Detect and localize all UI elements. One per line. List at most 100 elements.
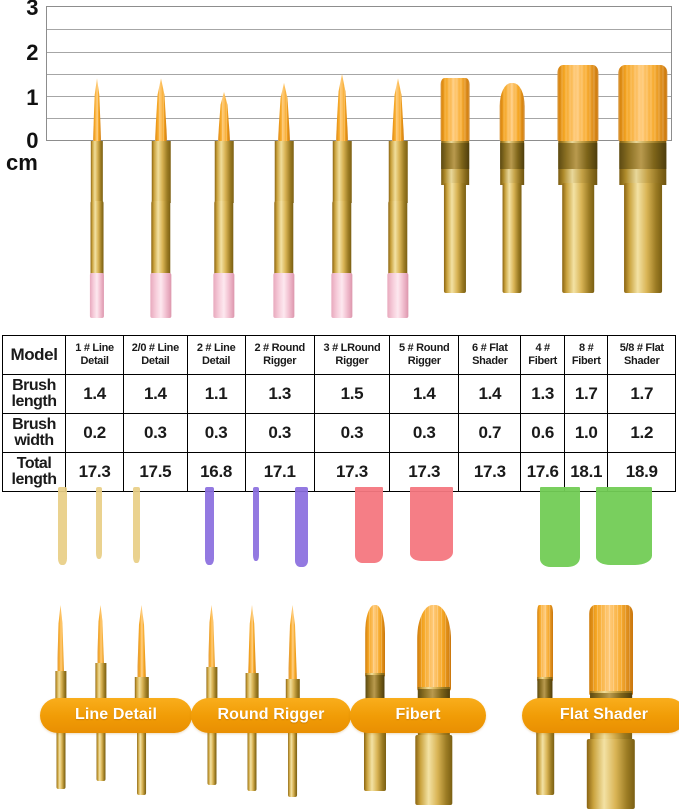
group-brush-handle	[586, 739, 636, 809]
paint-stroke	[133, 487, 140, 563]
bristle-streaks	[365, 605, 385, 677]
cell: 1.5	[313, 374, 391, 414]
group-brush-bristles	[589, 605, 633, 695]
brush-handle-pink	[150, 273, 172, 318]
table-row: Brush length 1.4 1.4 1.1 1.3 1.5 1.4 1.4…	[2, 374, 676, 414]
ruler-axis: 3 2 1 0	[0, 0, 46, 152]
brush-handle-gold	[443, 183, 467, 293]
brush-bristles	[618, 65, 668, 141]
row-label-total-length: Total length	[2, 452, 66, 492]
ruler-tick-3: 3	[26, 0, 38, 20]
brush-handle-pink	[331, 273, 353, 318]
group-brush-handle	[415, 735, 453, 805]
brush-ferrule	[90, 141, 104, 203]
cell: 1.3	[244, 374, 315, 414]
brush-ferrule	[332, 141, 352, 203]
paint-stroke	[295, 487, 308, 567]
paint-stroke	[253, 487, 259, 561]
group-brush-bristles	[417, 605, 451, 691]
group-brush-handle	[536, 725, 554, 795]
cell: 0.3	[186, 413, 246, 453]
brush-ferrule	[500, 141, 524, 185]
group-brush-ferrule	[205, 667, 218, 715]
table-row: Brush width 0.2 0.3 0.3 0.3 0.3 0.3 0.7 …	[2, 413, 676, 453]
cell: 0.2	[64, 413, 125, 453]
cell: 1.2	[607, 413, 676, 453]
bristle-streaks	[417, 605, 451, 691]
brush-handle-gold	[332, 201, 352, 276]
specification-table: Model 1 # Line Detail 2/0 # Line Detail …	[2, 335, 676, 492]
gridline-2_5	[47, 29, 671, 30]
cell: 18.9	[607, 452, 676, 492]
column-header: 3 # LRound Rigger	[313, 335, 391, 375]
bristle-streaks	[499, 82, 525, 141]
group-brush-handle	[287, 727, 298, 797]
cell: 0.6	[520, 413, 565, 453]
paint-stroke	[410, 487, 453, 561]
column-header: 2/0 # Line Detail	[123, 335, 188, 375]
paint-stroke	[96, 487, 102, 559]
brush-type-badge: Round Rigger	[191, 698, 351, 733]
bristle-streaks	[557, 65, 599, 141]
bristle-streaks	[57, 605, 64, 675]
cell: 0.3	[313, 413, 391, 453]
gridline-2_0	[47, 52, 671, 53]
gridline-1_5	[47, 74, 671, 75]
column-header: 6 # Flat Shader	[458, 335, 522, 375]
bristle-streaks	[440, 78, 470, 141]
brush-handle-gold	[562, 183, 594, 293]
cell: 1.3	[520, 374, 565, 414]
ruler-tick-1: 1	[26, 85, 38, 110]
brush-type-badge: Flat Shader	[522, 698, 679, 733]
brush-ferrule	[151, 141, 171, 203]
cell: 1.7	[563, 374, 609, 414]
column-header: 2 # Line Detail	[186, 335, 246, 375]
brush-type-badge: Fibert	[350, 698, 486, 733]
bristle-streaks	[137, 605, 146, 681]
group-brush-handle	[96, 711, 105, 781]
bristle-streaks	[248, 605, 256, 677]
cell: 1.1	[186, 374, 246, 414]
brush-ferrule	[274, 141, 294, 203]
brush-type-badge: Line Detail	[40, 698, 192, 733]
brush-handle-gold	[624, 183, 662, 293]
brush-type-groups: Line Detail Round Rigger Fibert Flat Shader	[0, 578, 679, 809]
paint-stroke	[596, 487, 652, 565]
ferrule-crimp	[365, 675, 385, 705]
cell: 1.4	[123, 374, 188, 414]
cell: 1.4	[389, 374, 460, 414]
column-header: 4 # Fibert	[520, 335, 565, 375]
cell: 17.3	[64, 452, 125, 492]
bristle-streaks	[208, 605, 215, 671]
row-label-brush-length: Brush length	[2, 374, 66, 414]
column-header: 8 # Fibert	[563, 335, 609, 375]
bristle-streaks	[97, 605, 104, 667]
brush-handle-gold	[502, 183, 522, 293]
brush-bristles	[499, 82, 525, 141]
cell: 17.3	[389, 452, 460, 492]
group-brush-handle	[136, 725, 147, 795]
brush-handle-pink	[89, 273, 105, 318]
column-header: 2 # Round Rigger	[244, 335, 315, 375]
cell: 1.4	[64, 374, 125, 414]
cell: 17.3	[313, 452, 391, 492]
gridline-0_5	[47, 118, 671, 119]
brush-ferrule	[214, 141, 234, 203]
paint-stroke	[205, 487, 214, 565]
ferrule-crimp	[619, 143, 667, 169]
brush-handle-gold	[151, 201, 171, 276]
brush-ferrule	[558, 141, 598, 185]
column-header: 5/8 # Flat Shader	[607, 335, 676, 375]
paint-stroke	[355, 487, 383, 563]
bristle-streaks	[589, 605, 633, 695]
group-brush-bristles	[137, 605, 146, 681]
ferrule-crimp	[500, 143, 524, 169]
bristle-streaks	[618, 65, 668, 141]
cell: 17.3	[458, 452, 522, 492]
brush-bristles	[557, 65, 599, 141]
brush-handle-gold	[274, 201, 294, 276]
brush-handle-gold	[90, 201, 104, 276]
cell: 16.8	[186, 452, 246, 492]
group-brush-bristles	[365, 605, 385, 677]
group-brush-ferrule	[54, 671, 67, 719]
